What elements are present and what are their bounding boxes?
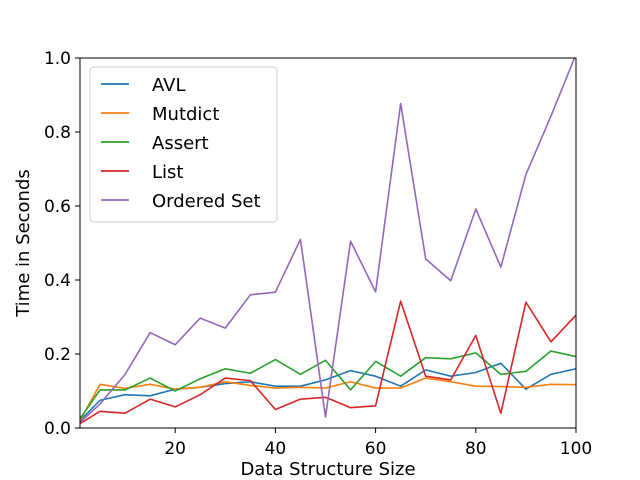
series-layer <box>80 58 576 425</box>
x-tick-label: 40 <box>265 439 287 459</box>
series-line-assert <box>80 350 576 420</box>
x-tick-label: 100 <box>560 439 592 459</box>
y-tick-label: 0.0 <box>44 419 71 439</box>
x-tick-label: 80 <box>465 439 487 459</box>
x-tick-label: 20 <box>164 439 186 459</box>
legend-label-mutdict: Mutdict <box>152 104 219 125</box>
legend-label-avl: AVL <box>152 75 186 96</box>
axes-layer: 20 40 60 80 100 0.0 0.2 0.4 0.6 0.8 1.0 <box>44 49 592 459</box>
series-line-ordered-set <box>80 58 576 424</box>
x-tick-label: 60 <box>365 439 387 459</box>
y-tick-label: 0.4 <box>44 271 71 291</box>
y-tick-label: 0.6 <box>44 197 71 217</box>
plot-frame <box>79 57 577 429</box>
legend: AVL Mutdict Assert List Ordered Set <box>89 66 278 223</box>
y-tick-label: 0.8 <box>44 123 71 143</box>
legend-box <box>89 66 278 223</box>
y-tick-label: 0.2 <box>44 345 71 365</box>
x-axis-label: Data Structure Size <box>240 459 415 480</box>
series-line-list <box>80 300 576 425</box>
y-tick-label: 1.0 <box>44 49 71 69</box>
legend-label-ordered-set: Ordered Set <box>152 191 261 212</box>
legend-label-list: List <box>152 162 183 183</box>
legend-label-assert: Assert <box>152 133 209 154</box>
y-axis-label: Time in Seconds <box>13 169 34 318</box>
